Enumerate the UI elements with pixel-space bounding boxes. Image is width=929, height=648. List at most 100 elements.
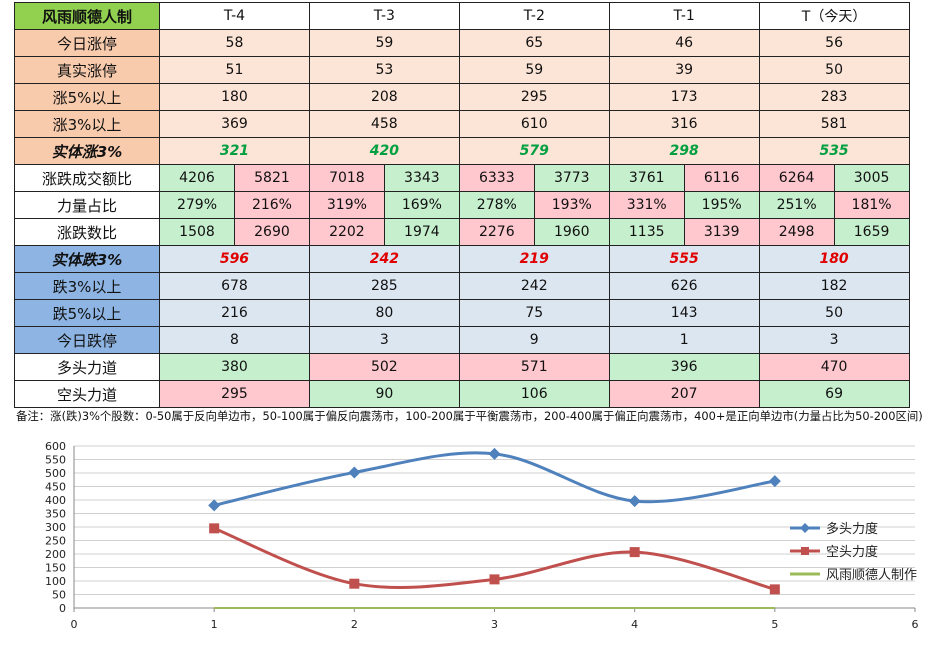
value-cell: 1960 bbox=[533, 218, 610, 246]
value-cell: 571 bbox=[458, 353, 610, 381]
value-cell: 7018 bbox=[308, 164, 385, 192]
data-point bbox=[769, 584, 780, 595]
value-cell: 56 bbox=[758, 29, 910, 57]
value-cell: 173 bbox=[608, 83, 760, 111]
column-header: T（今天） bbox=[758, 2, 910, 30]
value-cell: 295 bbox=[458, 83, 610, 111]
y-tick-label: 250 bbox=[45, 535, 66, 548]
legend-marker bbox=[801, 547, 809, 555]
value-cell: 181% bbox=[833, 191, 910, 219]
row-label: 今日涨停 bbox=[14, 29, 160, 57]
value-cell: 1974 bbox=[383, 218, 460, 246]
table-row: 跌5%以上 216 80 75 143 50 bbox=[14, 299, 910, 327]
value-cell: 9 bbox=[458, 326, 610, 354]
data-point bbox=[488, 447, 501, 460]
solid-up-row: 实体涨3% 321 420 579 298 535 bbox=[14, 137, 910, 165]
value-cell: 2276 bbox=[458, 218, 535, 246]
y-tick-label: 300 bbox=[45, 521, 66, 534]
short-power-row: 空头力道 295 90 106 207 69 bbox=[14, 380, 910, 408]
y-tick-label: 100 bbox=[45, 575, 66, 588]
legend-marker bbox=[800, 523, 810, 533]
table-row: 涨3%以上 369 458 610 316 581 bbox=[14, 110, 910, 138]
value-cell: 3 bbox=[308, 326, 460, 354]
long-power-row: 多头力道 380 502 571 396 470 bbox=[14, 353, 910, 381]
value-cell: 216 bbox=[159, 299, 310, 327]
value-cell: 2202 bbox=[308, 218, 385, 246]
solid-down-row: 实体跌3% 596 242 219 555 180 bbox=[14, 245, 910, 273]
value-cell: 1135 bbox=[608, 218, 685, 246]
value-cell: 316 bbox=[608, 110, 760, 138]
value-cell: 610 bbox=[458, 110, 610, 138]
row-label: 涨5%以上 bbox=[14, 83, 160, 111]
value-cell: 458 bbox=[308, 110, 460, 138]
value-cell: 180 bbox=[758, 245, 910, 273]
value-cell: 579 bbox=[458, 137, 610, 165]
paired-row: 力量占比 279% 216% 319% 169% 278% 193% 331% 195% 251%… bbox=[14, 191, 910, 219]
value-cell: 143 bbox=[608, 299, 760, 327]
column-header: T-4 bbox=[159, 2, 310, 30]
value-cell: 2498 bbox=[758, 218, 835, 246]
value-cell: 169% bbox=[383, 191, 460, 219]
paired-row: 涨跌成交额比 4206 5821 7018 3343 6333 3773 3761 6116 62… bbox=[14, 164, 910, 192]
value-cell: 3773 bbox=[533, 164, 610, 192]
data-point bbox=[768, 475, 781, 488]
table-row: 真实涨停 51 53 59 39 50 bbox=[14, 56, 910, 84]
value-cell: 69 bbox=[758, 380, 910, 408]
value-cell: 279% bbox=[159, 191, 235, 219]
value-cell: 219 bbox=[458, 245, 610, 273]
value-cell: 3 bbox=[758, 326, 910, 354]
y-tick-label: 350 bbox=[45, 508, 66, 521]
value-cell: 195% bbox=[683, 191, 760, 219]
table-row: 今日跌停 8 3 9 1 3 bbox=[14, 326, 910, 354]
row-label: 实体涨3% bbox=[14, 137, 160, 165]
row-label: 空头力道 bbox=[14, 380, 160, 408]
y-tick-label: 550 bbox=[45, 454, 66, 467]
value-cell: 182 bbox=[758, 272, 910, 300]
series-3: 风雨顺德人制作 bbox=[214, 568, 917, 609]
value-cell: 278% bbox=[458, 191, 535, 219]
value-cell: 208 bbox=[308, 83, 460, 111]
value-cell: 193% bbox=[533, 191, 610, 219]
value-cell: 1 bbox=[608, 326, 760, 354]
value-cell: 6264 bbox=[758, 164, 835, 192]
value-cell: 39 bbox=[608, 56, 760, 84]
brand-cell: 风雨顺德人制 bbox=[14, 2, 160, 30]
paired-row: 涨跌数比 1508 2690 2202 1974 2276 1960 1135 3139 2498… bbox=[14, 218, 910, 246]
series-line bbox=[213, 451, 776, 507]
value-cell: 5821 bbox=[234, 164, 310, 192]
x-tick-label: 1 bbox=[211, 618, 218, 631]
series-2: 空头力度 bbox=[209, 523, 878, 595]
value-cell: 65 bbox=[458, 29, 610, 57]
value-cell: 420 bbox=[308, 137, 460, 165]
value-cell: 555 bbox=[608, 245, 760, 273]
value-cell: 75 bbox=[458, 299, 610, 327]
value-cell: 298 bbox=[608, 137, 760, 165]
data-point bbox=[629, 547, 640, 558]
data-point bbox=[489, 574, 500, 585]
x-tick-label: 0 bbox=[71, 618, 78, 631]
row-label: 跌5%以上 bbox=[14, 299, 160, 327]
y-tick-label: 200 bbox=[45, 548, 66, 561]
row-label: 实体跌3% bbox=[14, 245, 160, 273]
row-label: 涨3%以上 bbox=[14, 110, 160, 138]
legend-label: 多头力度 bbox=[826, 521, 878, 537]
data-table: 风雨顺德人制 T-4 T-3 T-2 T-1 T（今天） 今日涨停 58 59 65 46 56 真实涨… bbox=[14, 2, 910, 408]
value-cell: 3005 bbox=[833, 164, 910, 192]
value-cell: 3139 bbox=[683, 218, 760, 246]
value-cell: 581 bbox=[758, 110, 910, 138]
value-cell: 1659 bbox=[833, 218, 910, 246]
value-cell: 319% bbox=[308, 191, 385, 219]
x-tick-label: 3 bbox=[491, 618, 498, 631]
x-tick-label: 5 bbox=[771, 618, 778, 631]
value-cell: 59 bbox=[458, 56, 610, 84]
value-cell: 283 bbox=[758, 83, 910, 111]
row-label: 跌3%以上 bbox=[14, 272, 160, 300]
legend-label: 空头力度 bbox=[826, 544, 878, 560]
table-row: 今日涨停 58 59 65 46 56 bbox=[14, 29, 910, 57]
note-text: 备注：涨(跌)3%个股数：0-50属于反向单边市，50-100属于偏反向震荡市，… bbox=[16, 409, 923, 423]
data-point bbox=[628, 495, 641, 508]
value-cell: 242 bbox=[458, 272, 610, 300]
value-cell: 251% bbox=[758, 191, 835, 219]
value-cell: 470 bbox=[758, 353, 910, 381]
value-cell: 58 bbox=[159, 29, 310, 57]
